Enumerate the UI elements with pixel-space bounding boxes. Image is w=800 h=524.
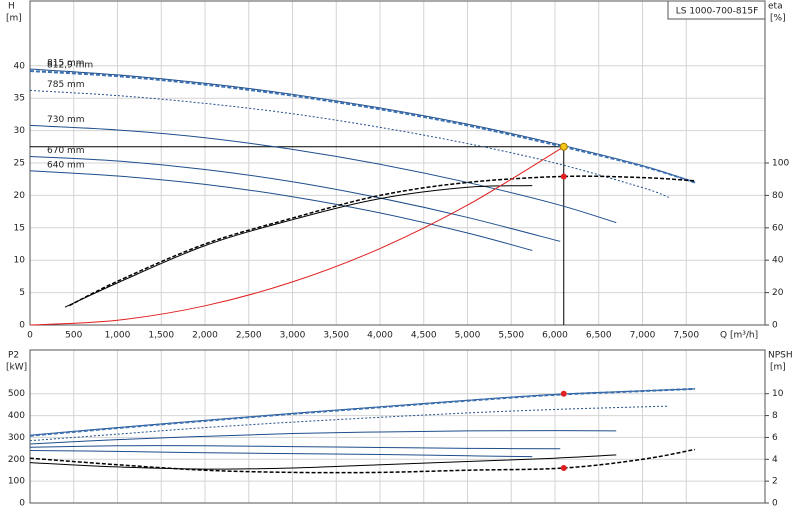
x-tick-label: 6,000 xyxy=(542,331,568,341)
x-tick-label: 5,500 xyxy=(498,331,524,341)
power-point xyxy=(560,390,567,397)
y-tick-label: 30 xyxy=(14,126,26,136)
y-axis-label: P2 xyxy=(8,351,19,361)
curve xyxy=(29,448,696,474)
x-tick-label: 1,500 xyxy=(148,331,174,341)
npsh-point xyxy=(560,465,567,472)
y2-tick-label: 80 xyxy=(772,191,784,201)
y-tick-label: 20 xyxy=(14,191,26,201)
x-tick-label: 4,000 xyxy=(367,331,393,341)
x-tick-label: 2,500 xyxy=(236,331,262,341)
x-tick-label: 4,500 xyxy=(411,331,437,341)
y-tick-label: 400 xyxy=(8,411,25,421)
y2-tick-label: 100 xyxy=(772,159,789,169)
curve xyxy=(29,89,669,198)
y-tick-label: 500 xyxy=(8,389,25,399)
y-tick-label: 35 xyxy=(14,94,25,104)
curve xyxy=(29,450,533,458)
y2-tick-label: 6 xyxy=(772,433,778,443)
curve-label: 815 mm xyxy=(47,59,85,69)
curve-label: 730 mm xyxy=(47,115,85,125)
x-tick-label: 5,000 xyxy=(455,331,481,341)
x-tick-label: 3,500 xyxy=(323,331,349,341)
y2-tick-label: 60 xyxy=(772,223,784,233)
y2-tick-label: 0 xyxy=(772,499,778,509)
y2-tick-label: 4 xyxy=(772,455,778,465)
curve xyxy=(29,430,617,445)
chart-title: LS 1000-700-815F xyxy=(676,7,759,17)
title-box xyxy=(667,0,766,20)
y-tick-label: 40 xyxy=(14,61,26,71)
y-tick-label: 100 xyxy=(8,477,25,487)
curve-label: 785 mm xyxy=(47,80,85,90)
x-tick-label: 0 xyxy=(27,331,33,341)
curve xyxy=(29,156,561,242)
duty-point xyxy=(559,142,568,151)
curve xyxy=(64,185,533,308)
eta-point xyxy=(560,173,567,180)
curve-label: 640 mm xyxy=(47,160,85,170)
curve xyxy=(29,387,696,437)
y2-tick-label: 20 xyxy=(772,288,784,298)
y2-axis-unit: [%] xyxy=(770,14,786,24)
y-tick-label: 0 xyxy=(19,321,25,331)
curve xyxy=(29,170,533,251)
x-tick-label: 500 xyxy=(65,331,82,341)
curve-label: 812,9 mm xyxy=(47,60,93,70)
plot-frame xyxy=(29,0,766,326)
curve xyxy=(29,146,565,326)
y2-tick-label: 2 xyxy=(772,477,778,487)
y2-tick-label: 40 xyxy=(772,256,784,266)
y-axis-unit: [m] xyxy=(6,14,22,24)
y2-tick-label: 10 xyxy=(772,389,784,399)
curve xyxy=(29,454,617,470)
y-tick-label: 10 xyxy=(14,256,26,266)
y-axis-label: H xyxy=(8,2,15,12)
curve xyxy=(69,175,696,307)
curve xyxy=(29,69,696,184)
curve xyxy=(29,405,669,442)
x-tick-label: 3,000 xyxy=(280,331,306,341)
curve-label: 670 mm xyxy=(47,146,85,156)
x-tick-label: 2,000 xyxy=(192,331,218,341)
y2-tick-label: 8 xyxy=(772,411,778,421)
y2-axis-unit: [m] xyxy=(770,363,786,373)
x-tick-label: 6,500 xyxy=(586,331,612,341)
y-tick-label: 0 xyxy=(19,499,25,509)
y2-tick-label: 0 xyxy=(772,321,778,331)
x-axis-label: Q [m³/h] xyxy=(720,331,758,341)
y2-axis-label: NPSH xyxy=(768,351,793,361)
y-tick-label: 5 xyxy=(19,288,25,298)
y-tick-label: 15 xyxy=(14,223,25,233)
x-tick-label: 7,000 xyxy=(630,331,656,341)
y-tick-label: 25 xyxy=(14,159,25,169)
y-tick-label: 200 xyxy=(8,455,25,465)
curve xyxy=(29,68,696,183)
y-tick-label: 300 xyxy=(8,433,25,443)
x-tick-label: 7,500 xyxy=(673,331,699,341)
curve xyxy=(29,388,696,436)
y2-axis-label: eta xyxy=(768,2,783,12)
curve xyxy=(29,445,561,450)
curve xyxy=(29,124,617,224)
plot-frame xyxy=(29,349,766,504)
x-tick-label: 1,000 xyxy=(105,331,131,341)
y-axis-unit: [kW] xyxy=(6,363,27,373)
